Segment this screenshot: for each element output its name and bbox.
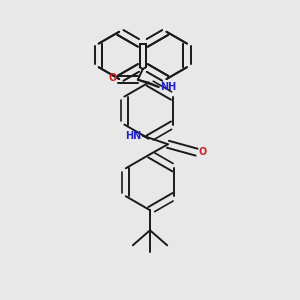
- Text: HN: HN: [125, 131, 141, 141]
- Text: O: O: [198, 147, 206, 157]
- Text: O: O: [108, 73, 116, 83]
- Text: NH: NH: [160, 82, 176, 92]
